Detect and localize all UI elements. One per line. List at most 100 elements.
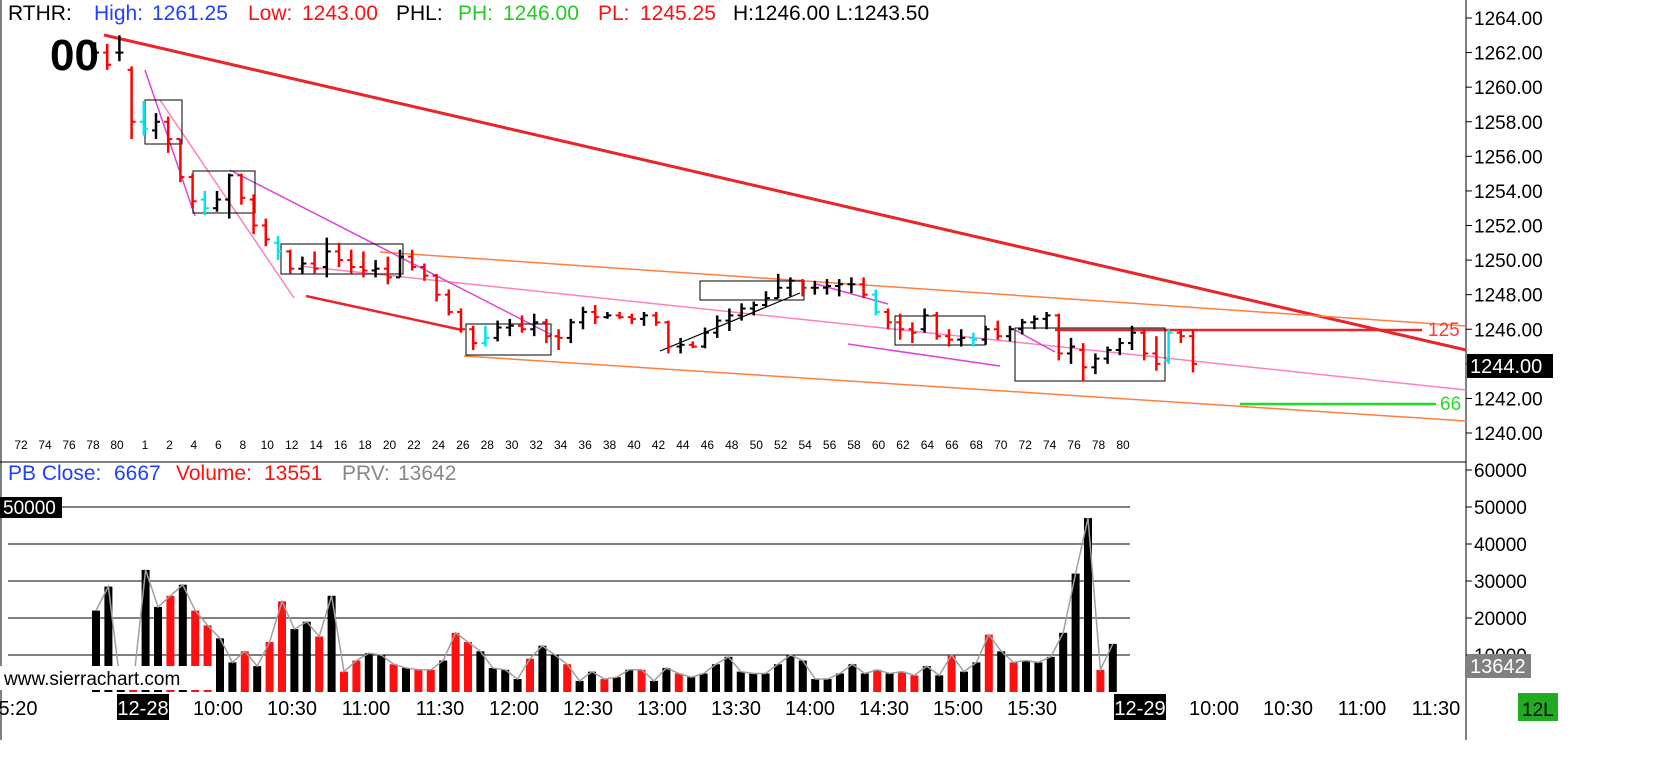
volume-bar — [699, 673, 708, 692]
price-bar — [786, 277, 795, 297]
hl-text: H:1246.00 L:1243.50 — [733, 2, 929, 25]
price-bar — [896, 313, 905, 340]
price-bar — [652, 311, 661, 326]
last-volume-badge: 13642 — [1470, 656, 1526, 678]
volume-bar — [426, 669, 435, 692]
price-bar — [469, 325, 478, 350]
price-bar — [676, 337, 685, 354]
bar-number-label: 12 — [285, 438, 299, 452]
volume-trend-line — [95, 517, 1114, 690]
volume-bar — [1071, 573, 1080, 692]
time-axis-label: 11:00 — [1338, 698, 1387, 720]
price-bar — [1189, 329, 1197, 373]
price-bar — [1115, 337, 1124, 356]
volume-y-axis: 600005000040000300002000010000 — [1466, 461, 1527, 667]
price-bar — [859, 277, 868, 299]
price-bar — [176, 138, 185, 183]
volume-bar — [327, 595, 336, 692]
price-bar — [481, 325, 490, 347]
last-price-badge-bg — [1467, 354, 1553, 378]
time-axis-label: 12-29 — [1114, 698, 1165, 720]
bar-number-label: 16 — [334, 438, 348, 452]
pb-close-label: PB Close: — [8, 462, 101, 485]
volume-level-badge-bg — [0, 497, 62, 518]
volume-bar — [724, 656, 733, 692]
price-bar — [1128, 325, 1136, 350]
price-bar — [664, 320, 673, 354]
bar-number-label: 2 — [166, 438, 173, 452]
price-bar — [1091, 353, 1100, 375]
volume-bar — [166, 595, 175, 692]
consolidation-box — [465, 323, 552, 356]
price-bar — [1018, 318, 1027, 335]
svg-text:PB Close: 6667 Volume:: PB Close: 6667 Volume: 13551 PRV: 13642 — [8, 462, 456, 485]
volume-bar — [984, 634, 993, 692]
volume-bar — [786, 655, 795, 692]
volume-bar — [860, 673, 869, 692]
volume-bar — [1034, 662, 1043, 692]
volume-bar — [1108, 643, 1117, 692]
corner-label-bg — [1518, 693, 1558, 721]
price-bar — [249, 194, 258, 235]
price-bar — [993, 320, 1002, 340]
price-tick-label: 1260.00 — [1474, 78, 1543, 99]
price-bar — [115, 35, 124, 62]
consolidation-box — [699, 280, 805, 301]
volume-bar — [265, 642, 274, 692]
price-bars — [91, 35, 1197, 382]
volume-bar — [141, 569, 150, 692]
price-tick-label: 1248.00 — [1474, 286, 1543, 307]
price-bar — [566, 318, 575, 344]
price-bar — [1103, 346, 1112, 364]
bar-number-label: 66 — [945, 438, 959, 452]
volume-bar — [203, 625, 212, 692]
volume-bar — [1009, 662, 1018, 692]
price-tick-label: 1242.00 — [1474, 389, 1543, 410]
time-axis-label: 11:00 — [342, 698, 391, 720]
volume-bar — [414, 669, 423, 692]
price-bar — [408, 249, 417, 271]
volume-bar — [637, 669, 646, 692]
bar-number-label: 80 — [1116, 438, 1130, 452]
price-bar — [152, 113, 160, 140]
price-bar — [127, 66, 136, 140]
bar-number-label: 74 — [38, 438, 52, 452]
volume-tick-label: 50000 — [1474, 498, 1527, 519]
volume-bar — [315, 636, 324, 692]
price-bar — [969, 332, 978, 347]
low-label: Low: — [248, 2, 292, 25]
price-bar — [884, 308, 892, 330]
price-tick-label: 1240.00 — [1474, 424, 1543, 445]
volume-bar — [563, 664, 572, 692]
price-bar — [347, 249, 356, 274]
bar-number-label: 78 — [1092, 438, 1106, 452]
volume-bar — [116, 688, 125, 692]
price-tick-label: 1256.00 — [1474, 147, 1543, 168]
price-bar — [957, 329, 966, 347]
price-bar — [274, 235, 282, 261]
volume-bar — [600, 679, 609, 692]
price-bar — [322, 237, 331, 278]
consolidation-boxes — [144, 99, 1166, 382]
volume-tick-label: 60000 — [1474, 461, 1527, 482]
volume-value: 13551 — [264, 462, 322, 485]
bar-number-label: 8 — [239, 438, 246, 452]
volume-bar — [290, 629, 299, 692]
time-axis-label: 14:30 — [859, 698, 909, 720]
price-bar — [774, 273, 783, 300]
volume-bar — [947, 655, 956, 692]
watermark-bg — [0, 666, 214, 690]
bar-number-label: 48 — [725, 438, 739, 452]
price-bar — [200, 190, 209, 216]
consolidation-box — [280, 243, 404, 275]
bar-number-label: 58 — [847, 438, 861, 452]
svg-text:RTHR: High: 1261.25: RTHR: High: 1261.25 Low: 1243.00 PHL: PH… — [8, 2, 929, 25]
last-price-badge: 1244.00 — [1470, 356, 1542, 378]
volume-bars — [92, 517, 1117, 692]
price-bar — [871, 289, 880, 316]
price-bar — [932, 311, 941, 340]
volume-bar — [501, 669, 510, 692]
volume-bar — [761, 673, 770, 692]
bar-number-label: 72 — [1019, 438, 1033, 452]
